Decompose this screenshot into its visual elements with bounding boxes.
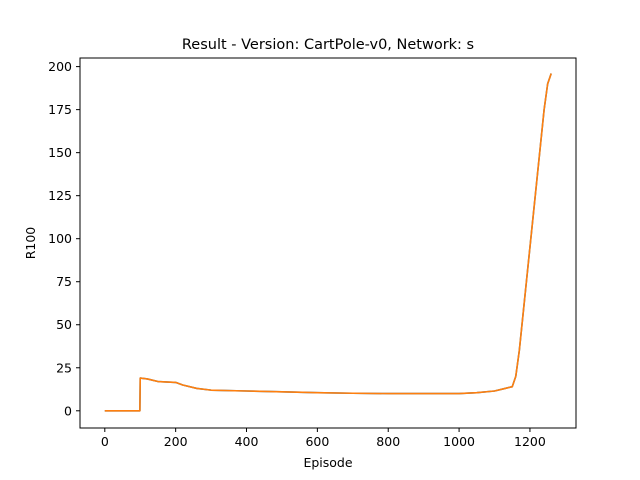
y-axis-label: R100 (23, 227, 38, 260)
x-tick-label: 0 (101, 434, 109, 449)
y-tick-label: 75 (56, 274, 72, 289)
x-axis-label: Episode (303, 455, 352, 470)
x-tick-label: 600 (305, 434, 329, 449)
chart-title: Result - Version: CartPole-v0, Network: … (182, 37, 474, 53)
x-tick-label: 1000 (443, 434, 475, 449)
y-tick-label: 25 (56, 360, 72, 375)
y-tick-label: 200 (48, 59, 72, 74)
plot-frame (79, 57, 577, 429)
y-tick-label: 0 (64, 403, 72, 418)
x-axis-ticks: 0 200 400 600 800 1000 1200 (101, 428, 546, 449)
y-tick-label: 100 (48, 231, 72, 246)
y-axis-ticks: 0 25 50 75 100 125 150 175 200 (48, 59, 80, 418)
series-layer (104, 73, 552, 412)
y-tick-label: 125 (48, 188, 72, 203)
series-line-2 (104, 73, 552, 412)
y-tick-label: 50 (56, 317, 72, 332)
y-tick-label: 150 (48, 145, 72, 160)
x-tick-label: 800 (376, 434, 400, 449)
x-tick-label: 200 (164, 434, 188, 449)
y-tick-label: 175 (48, 102, 72, 117)
x-tick-label: 1200 (514, 434, 546, 449)
x-tick-label: 400 (235, 434, 259, 449)
